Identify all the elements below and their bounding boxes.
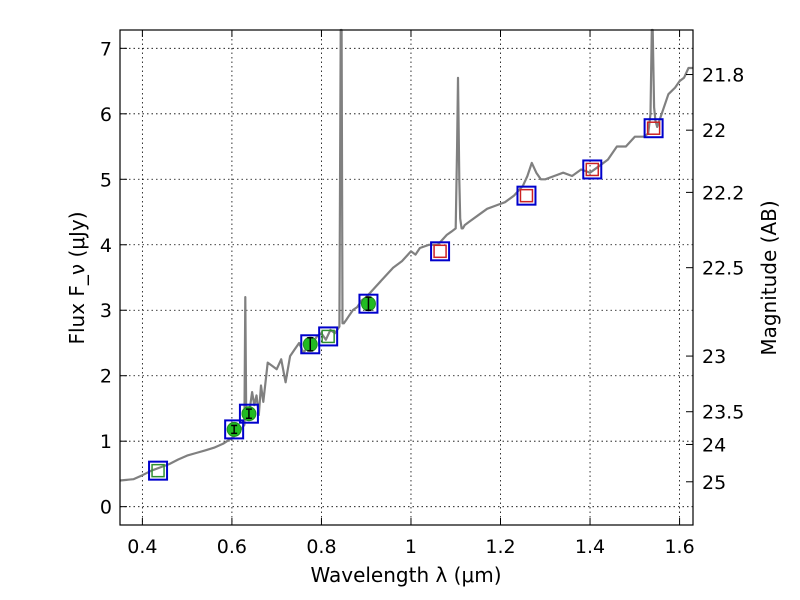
non-detection-marker-5 bbox=[646, 121, 661, 135]
tick-layer: 0.4 0.6 0.8 1 1.2 1.4 1.60123456721.82222.222.… bbox=[100, 30, 744, 558]
non-detection-marker-1 bbox=[321, 329, 335, 344]
non-detection-marker-0 bbox=[151, 463, 165, 478]
x-tick-label: 1.6 bbox=[664, 536, 694, 558]
model-photometry-square-1 bbox=[224, 419, 245, 440]
right-tick-label: 22 bbox=[702, 120, 726, 142]
model-photometry-square-2 bbox=[238, 403, 259, 424]
x-axis-title: Wavelength λ (μm) bbox=[310, 563, 501, 587]
right-tick-label: 21.8 bbox=[702, 65, 744, 87]
y-tick-label: 1 bbox=[100, 431, 112, 453]
y-tick-label: 6 bbox=[100, 104, 112, 126]
model-photometry-square-8 bbox=[582, 159, 603, 180]
model-photometry-square-9 bbox=[643, 118, 664, 139]
right-axis-title: Magnitude (AB) bbox=[757, 200, 781, 355]
right-tick-label: 23.5 bbox=[702, 402, 744, 424]
x-tick-label: 1.4 bbox=[575, 536, 605, 558]
model-photometry-square-5 bbox=[358, 293, 379, 314]
non-detection-marker-2 bbox=[433, 244, 447, 259]
error-bar-3 bbox=[365, 296, 372, 311]
x-tick-label: 0.8 bbox=[306, 536, 336, 558]
grid bbox=[120, 30, 693, 525]
y-tick-label: 2 bbox=[100, 366, 112, 388]
y-tick-label: 4 bbox=[100, 235, 112, 257]
model-photometry-square-6 bbox=[430, 241, 451, 262]
model-photometry-square-7 bbox=[516, 185, 537, 206]
model-photometry-square-0 bbox=[148, 460, 169, 481]
error-bar-1 bbox=[245, 408, 252, 420]
y-tick-label: 3 bbox=[100, 300, 112, 322]
marker-layer bbox=[148, 118, 664, 481]
error-bar-0 bbox=[231, 424, 238, 435]
x-tick-label: 0.6 bbox=[217, 536, 247, 558]
x-tick-label: 0.4 bbox=[127, 536, 157, 558]
plot-frame bbox=[119, 29, 694, 526]
right-tick-label: 22.2 bbox=[702, 182, 744, 204]
axes-layer bbox=[119, 29, 694, 526]
x-tick-label: 1 bbox=[405, 536, 417, 558]
y-tick-label: 7 bbox=[100, 38, 112, 60]
y-tick-label: 5 bbox=[100, 169, 112, 191]
right-tick-label: 23 bbox=[702, 346, 726, 368]
right-tick-label: 22.5 bbox=[702, 258, 744, 280]
right-tick-label: 24 bbox=[702, 434, 726, 456]
model-photometry-square-4 bbox=[318, 326, 339, 347]
y-axis-title: Flux F_ν (μJy) bbox=[65, 211, 89, 344]
y-tick-label: 0 bbox=[100, 497, 112, 519]
non-detection-marker-4 bbox=[585, 162, 600, 177]
non-detection-marker-3 bbox=[519, 188, 534, 203]
x-tick-label: 1.2 bbox=[485, 536, 515, 558]
right-tick-label: 25 bbox=[702, 472, 726, 494]
error-bar-2 bbox=[307, 336, 314, 352]
